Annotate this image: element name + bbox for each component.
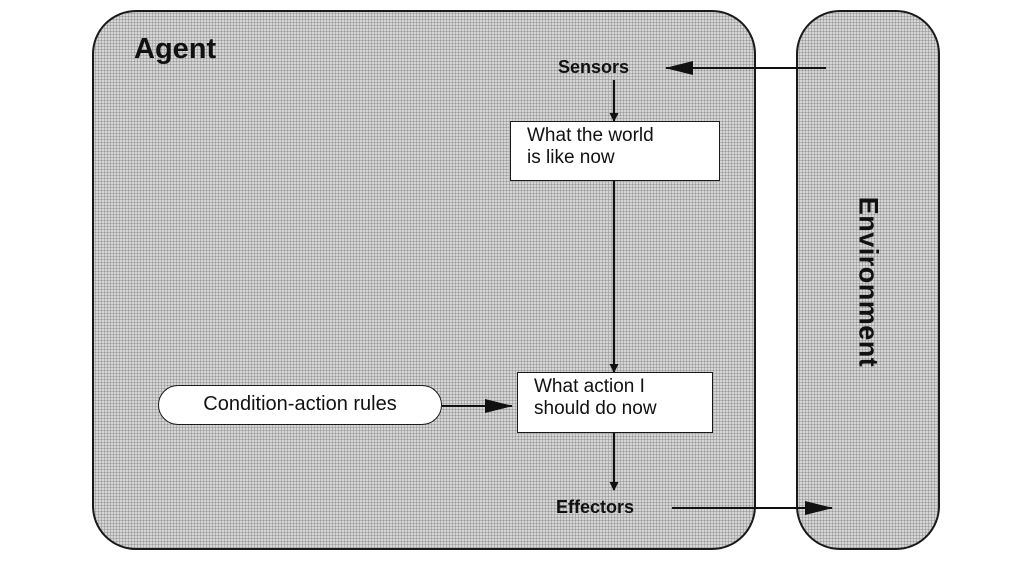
world-state-box: What the world is like now bbox=[510, 121, 720, 181]
environment-panel bbox=[796, 10, 940, 550]
action-box: What action I should do now bbox=[517, 372, 713, 433]
world-state-line-1: What the world bbox=[527, 125, 654, 146]
action-line-2: should do now bbox=[534, 398, 657, 419]
world-state-line-2: is like now bbox=[527, 147, 615, 168]
effectors-label: Effectors bbox=[556, 497, 635, 517]
agent-title: Agent bbox=[134, 33, 217, 65]
action-line-1: What action I bbox=[534, 376, 645, 397]
sensors-label: Sensors bbox=[558, 57, 630, 77]
condition-action-rules: Condition-action rules bbox=[158, 385, 442, 425]
agent-panel bbox=[92, 10, 756, 550]
